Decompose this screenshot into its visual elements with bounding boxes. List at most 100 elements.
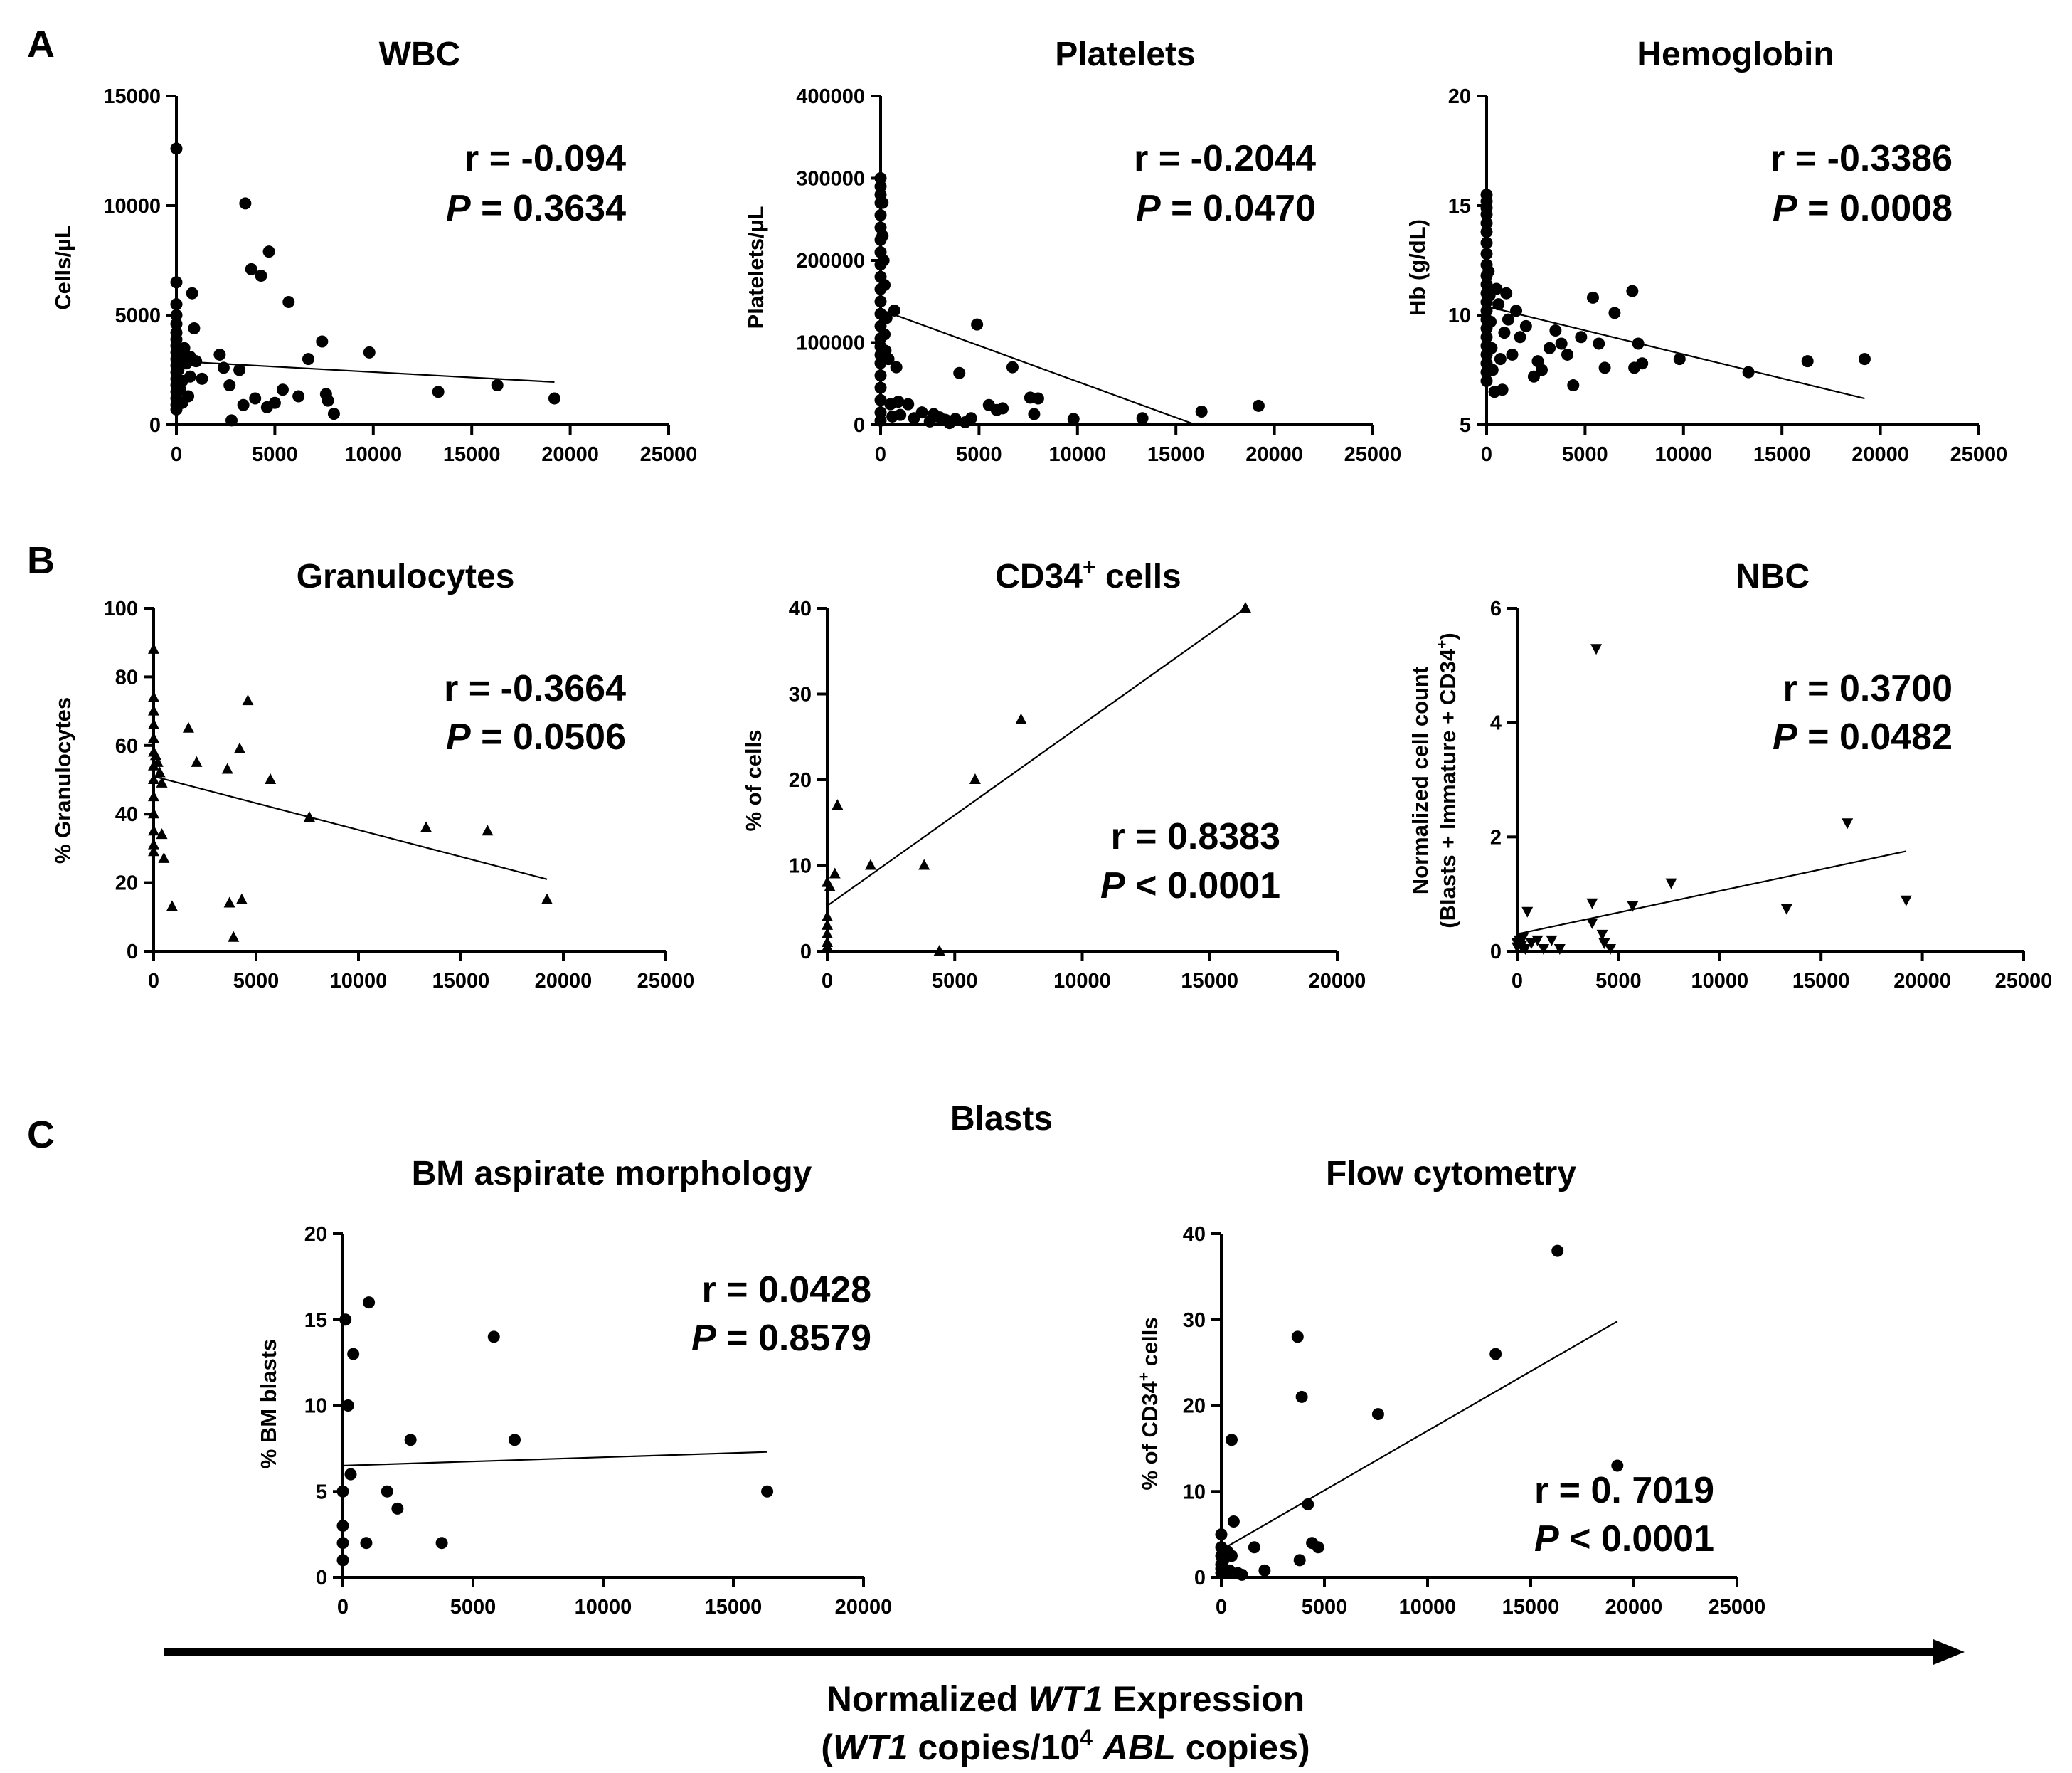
xlabel-line1: Normalized WT1 Expression bbox=[827, 1679, 1305, 1719]
nbc-y-tick-label: 0 bbox=[1490, 941, 1502, 963]
flow-point bbox=[1293, 1554, 1306, 1567]
wbc-y-tick-label: 0 bbox=[149, 414, 161, 437]
hemoglobin-point bbox=[1544, 342, 1556, 354]
flow-x-tick-label: 15000 bbox=[1502, 1596, 1560, 1619]
wbc-point bbox=[363, 346, 376, 359]
platelets-r-value: r = -0.2044 bbox=[1134, 138, 1316, 179]
cd34-point bbox=[829, 867, 841, 879]
granulocytes-point bbox=[303, 811, 315, 822]
platelets-point bbox=[878, 328, 891, 341]
cd34-x-tick-label: 0 bbox=[822, 970, 833, 993]
flow-point bbox=[1611, 1459, 1624, 1472]
granulocytes-point bbox=[223, 896, 235, 908]
platelets-point bbox=[1136, 412, 1149, 425]
flow-point bbox=[1227, 1515, 1240, 1528]
wbc-point bbox=[316, 335, 329, 348]
flow-y-tick-label: 20 bbox=[1183, 1395, 1206, 1418]
granulocytes-point bbox=[242, 694, 254, 706]
wbc-p-value: P = 0.3634 bbox=[446, 188, 626, 229]
hemoglobin-point bbox=[1593, 337, 1605, 350]
cd34-x-tick-label: 10000 bbox=[1053, 970, 1111, 993]
granulocytes-y-tick-label: 40 bbox=[115, 803, 138, 826]
nbc-p-value: P = 0.0482 bbox=[1773, 716, 1953, 758]
cd34-point bbox=[832, 799, 844, 810]
hemoglobin-point bbox=[1498, 327, 1511, 339]
nbc-point bbox=[1605, 943, 1617, 955]
hemoglobin-x-tick-label: 20000 bbox=[1851, 443, 1909, 466]
wbc-chart: WBC Cells/µL r = -0.094 P = 0.3634 0 5000… bbox=[51, 36, 697, 466]
platelets-point bbox=[915, 406, 928, 419]
hemoglobin-point bbox=[1561, 348, 1573, 361]
bm-x-tick-label: 0 bbox=[337, 1596, 349, 1619]
granulocytes-point bbox=[182, 721, 194, 733]
nbc-point bbox=[1780, 904, 1792, 915]
wbc-point bbox=[268, 396, 281, 409]
hemoglobin-point bbox=[1626, 285, 1639, 297]
bm-point bbox=[381, 1485, 393, 1498]
flow-x-tick-label: 0 bbox=[1216, 1596, 1227, 1619]
granulocytes-point bbox=[148, 773, 159, 784]
platelets-point bbox=[878, 279, 891, 292]
wbc-point bbox=[190, 355, 203, 368]
flow-point bbox=[1295, 1390, 1308, 1403]
wbc-point bbox=[292, 390, 305, 403]
granulocytes-point bbox=[154, 766, 166, 778]
flow-x-tick-label: 20000 bbox=[1605, 1596, 1663, 1619]
hemoglobin-p-value: P = 0.0008 bbox=[1773, 188, 1953, 229]
granulocytes-r-value: r = -0.3664 bbox=[444, 668, 626, 709]
blasts-heading: Blasts bbox=[950, 1100, 1053, 1138]
nbc-title: NBC bbox=[1736, 558, 1810, 596]
wbc-point bbox=[327, 408, 340, 420]
platelets-point bbox=[949, 413, 962, 425]
wbc-r-value: r = -0.094 bbox=[464, 138, 626, 179]
wbc-point bbox=[262, 245, 275, 258]
hemoglobin-point bbox=[1575, 331, 1588, 344]
bm-point bbox=[339, 1313, 352, 1326]
bm-y-tick-label: 20 bbox=[304, 1223, 327, 1246]
granulocytes-point bbox=[148, 838, 159, 850]
wbc-point bbox=[548, 392, 560, 405]
granulocytes-point bbox=[541, 893, 553, 904]
platelets-point bbox=[877, 254, 890, 267]
cd34-x-tick-label: 15000 bbox=[1181, 970, 1238, 993]
flow-point bbox=[1291, 1330, 1304, 1343]
platelets-y-tick-label: 0 bbox=[854, 414, 865, 437]
platelets-x-tick-label: 10000 bbox=[1048, 443, 1106, 466]
granulocytes-point bbox=[156, 776, 168, 788]
flow-point bbox=[1371, 1408, 1384, 1421]
wbc-point bbox=[178, 342, 191, 354]
hemoglobin-y-tick-label: 20 bbox=[1448, 85, 1471, 108]
wt1-arrow bbox=[164, 1639, 1965, 1665]
hemoglobin-point bbox=[1536, 364, 1548, 376]
nbc-point bbox=[1586, 918, 1598, 929]
flow-chart: Flow cytometry % of CD34+ cells r = 0. 7… bbox=[1136, 1155, 1765, 1619]
flow-x-tick-label: 10000 bbox=[1399, 1596, 1457, 1619]
nbc-y-tick-label: 4 bbox=[1490, 712, 1502, 735]
granulocytes-y-tick-label: 0 bbox=[127, 941, 138, 963]
wbc-point bbox=[249, 392, 262, 405]
bm-point bbox=[404, 1434, 417, 1446]
bm-y-tick-label: 0 bbox=[316, 1567, 327, 1589]
hemoglobin-point bbox=[1510, 305, 1523, 317]
wbc-point bbox=[432, 386, 445, 398]
flow-point bbox=[1312, 1541, 1324, 1554]
nbc-point bbox=[1586, 898, 1598, 909]
nbc-point bbox=[1590, 644, 1603, 655]
cd34-y-tick-label: 40 bbox=[789, 598, 812, 620]
flow-point bbox=[1236, 1568, 1248, 1581]
wbc-fit-line bbox=[176, 360, 555, 383]
platelets-point bbox=[892, 396, 905, 408]
wbc-x-tick-label: 15000 bbox=[443, 443, 501, 466]
hemoglobin-point bbox=[1500, 287, 1513, 300]
hemoglobin-point bbox=[1490, 282, 1503, 295]
hemoglobin-point bbox=[1480, 305, 1493, 317]
bm-chart: BM aspirate morphology % BM blasts r = 0… bbox=[256, 1155, 892, 1619]
bm-point bbox=[363, 1296, 376, 1309]
hemoglobin-point bbox=[1519, 319, 1532, 332]
hemoglobin-point bbox=[1480, 331, 1493, 344]
wbc-x-tick-label: 20000 bbox=[541, 443, 599, 466]
wbc-y-tick-label: 5000 bbox=[115, 305, 161, 327]
cd34-point bbox=[1239, 602, 1251, 613]
granulocytes-x-tick-label: 25000 bbox=[637, 970, 695, 993]
hemoglobin-y-tick-label: 5 bbox=[1460, 414, 1471, 437]
